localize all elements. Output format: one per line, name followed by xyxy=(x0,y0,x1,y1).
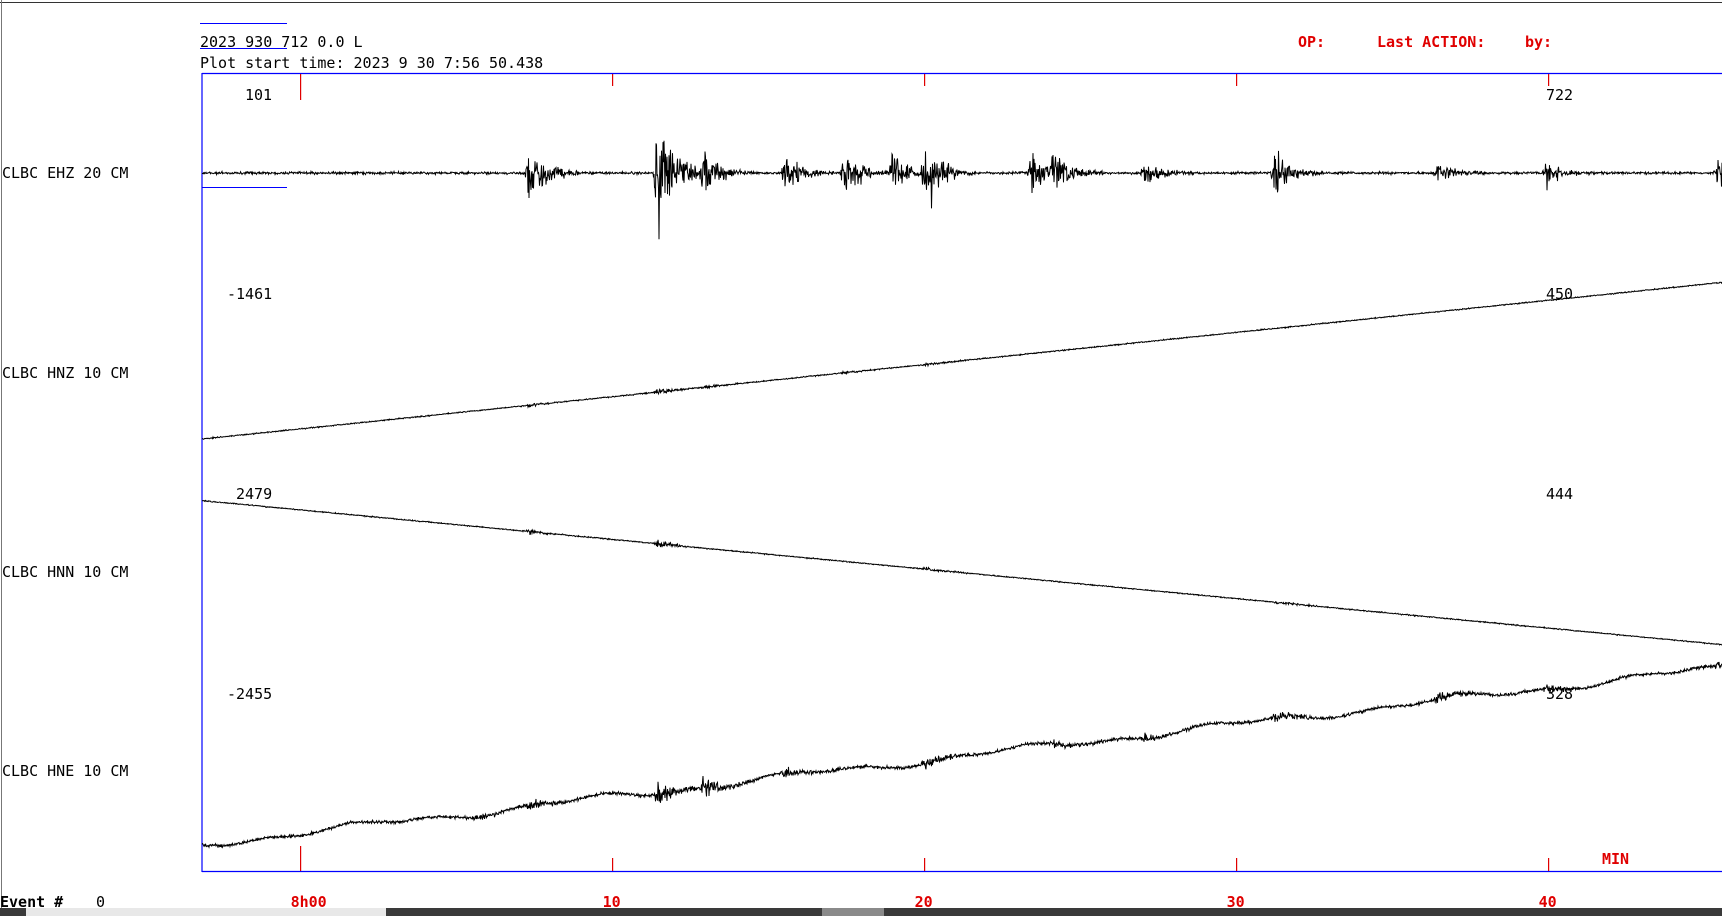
channel-label-2[interactable]: CLBC HNZ 10 CM xyxy=(2,364,128,382)
op-label: OP: xyxy=(1298,33,1325,51)
amplitude-min-label-2: -1461 xyxy=(227,285,272,303)
trace-2 xyxy=(202,282,1722,439)
min-label: MIN xyxy=(1602,850,1629,868)
channel-label-3[interactable]: CLBC HNN 10 CM xyxy=(2,563,128,581)
taskbar-button-secondary[interactable] xyxy=(822,908,884,916)
labels-group: CLBC EHZ 20 CM 101 722 CLBC HNZ 10 CM -1461 4… xyxy=(2,86,1573,780)
ticks-group: 8h00 10 20 30 40 xyxy=(291,74,1557,911)
amplitude-max-label-4: 328 xyxy=(1546,685,1573,703)
last-action-label: Last ACTION: xyxy=(1377,33,1485,51)
amplitude-max-label-2: 450 xyxy=(1546,285,1573,303)
amplitude-max-label-1: 722 xyxy=(1546,86,1573,104)
amplitude-min-label-4: -2455 xyxy=(227,685,272,703)
plot-start-time: Plot start time: 2023 9 30 7:56 50.438 xyxy=(200,54,543,72)
trace-3 xyxy=(202,500,1722,645)
amplitude-min-label-1: 101 xyxy=(245,86,272,104)
taskbar xyxy=(0,908,1722,916)
by-label: by: xyxy=(1525,33,1552,51)
traces-group xyxy=(202,141,1722,848)
trace-1 xyxy=(202,141,1722,240)
channel-label-4[interactable]: CLBC HNE 10 CM xyxy=(2,762,128,780)
channel-label-1[interactable]: CLBC EHZ 20 CM xyxy=(2,164,128,182)
taskbar-button[interactable] xyxy=(26,908,386,916)
event-line: 2023 930 712 0.0 L xyxy=(200,33,363,51)
trace-4 xyxy=(202,662,1722,848)
amplitude-min-label-3: 2479 xyxy=(236,485,272,503)
amplitude-max-label-3: 444 xyxy=(1546,485,1573,503)
